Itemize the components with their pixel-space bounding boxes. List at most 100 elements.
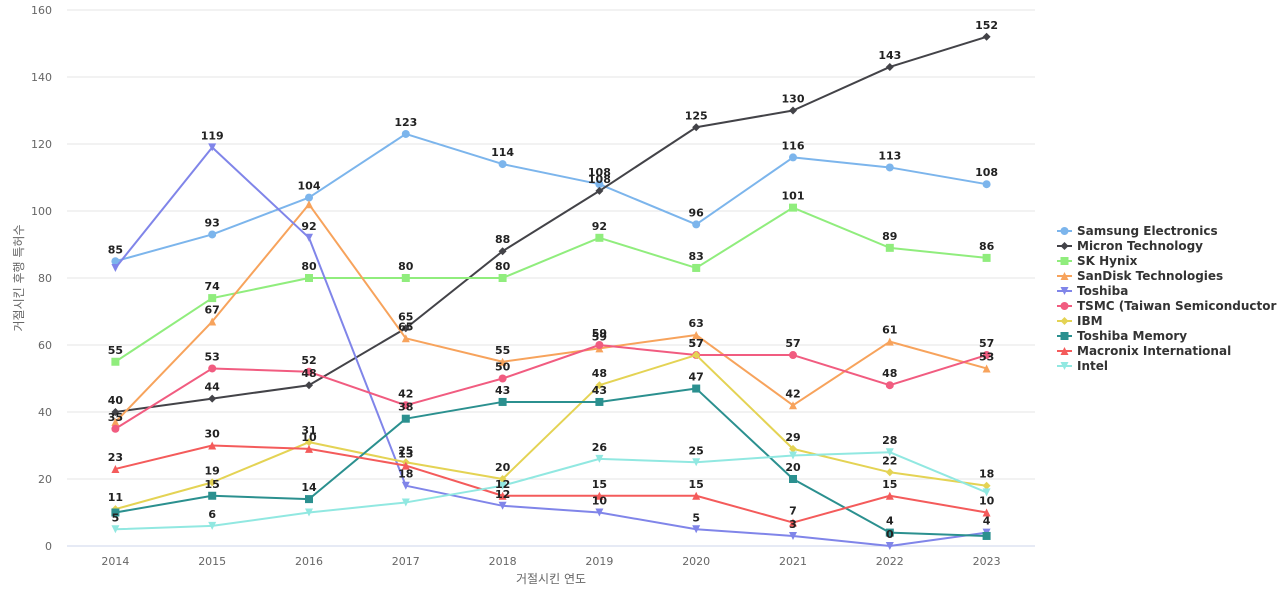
data-point[interactable] [885, 468, 894, 477]
data-point[interactable] [111, 257, 120, 266]
data-point[interactable] [111, 418, 120, 427]
data-point[interactable] [789, 451, 797, 460]
data-point[interactable] [692, 384, 701, 393]
legend-item[interactable]: Samsung Electronics [1057, 224, 1218, 238]
data-point[interactable] [498, 481, 507, 490]
data-point[interactable] [208, 478, 217, 487]
data-point[interactable] [885, 542, 894, 550]
data-point[interactable] [208, 317, 217, 326]
data-point[interactable] [401, 498, 410, 507]
data-point[interactable] [885, 491, 894, 500]
data-point[interactable] [498, 491, 507, 500]
data-point[interactable] [982, 253, 991, 262]
data-point[interactable] [885, 163, 894, 172]
legend-marker[interactable] [1060, 287, 1069, 295]
data-point[interactable] [595, 233, 604, 242]
data-point[interactable] [595, 508, 604, 517]
legend-marker[interactable] [1060, 317, 1069, 325]
legend-marker[interactable] [1060, 302, 1069, 310]
legend-item[interactable]: SK Hynix [1057, 254, 1138, 268]
data-point[interactable] [401, 129, 410, 138]
data-point[interactable] [885, 528, 894, 537]
data-point[interactable] [982, 351, 991, 360]
data-point[interactable] [208, 521, 217, 530]
legend-item[interactable]: IBM [1057, 314, 1103, 328]
data-point[interactable] [692, 330, 701, 339]
data-point[interactable] [789, 518, 797, 527]
data-point[interactable] [982, 481, 991, 490]
data-point[interactable] [692, 491, 701, 500]
data-point[interactable] [982, 531, 991, 540]
data-point[interactable] [982, 488, 991, 497]
data-point[interactable] [401, 414, 410, 423]
data-point[interactable] [305, 200, 313, 209]
data-point[interactable] [111, 357, 120, 366]
data-point[interactable] [208, 294, 217, 303]
legend-item[interactable]: Macronix International [1057, 344, 1231, 358]
legend-marker[interactable] [1060, 332, 1069, 340]
legend-marker[interactable] [1060, 362, 1069, 370]
data-point[interactable] [885, 448, 894, 457]
data-point[interactable] [498, 397, 507, 406]
data-point[interactable] [885, 381, 894, 390]
data-point[interactable] [111, 408, 120, 416]
data-point[interactable] [982, 364, 991, 373]
data-point[interactable] [789, 203, 797, 212]
legend-marker[interactable] [1060, 227, 1069, 235]
data-point[interactable] [208, 491, 217, 500]
data-point[interactable] [692, 123, 701, 132]
data-point[interactable] [208, 394, 217, 403]
data-point[interactable] [111, 263, 120, 272]
data-point[interactable] [692, 263, 701, 272]
data-point[interactable] [401, 461, 410, 470]
data-point[interactable] [595, 381, 604, 390]
data-point[interactable] [595, 180, 604, 189]
data-point[interactable] [595, 186, 604, 195]
legend-item[interactable]: Intel [1057, 359, 1108, 373]
data-point[interactable] [595, 397, 604, 406]
data-point[interactable] [885, 337, 894, 346]
data-point[interactable] [305, 193, 313, 202]
data-point[interactable] [305, 508, 313, 517]
legend-marker[interactable] [1060, 347, 1069, 355]
data-point[interactable] [401, 274, 410, 282]
data-point[interactable] [789, 401, 797, 410]
data-point[interactable] [595, 491, 604, 500]
data-point[interactable] [498, 160, 507, 169]
data-point[interactable] [305, 381, 313, 390]
data-point[interactable] [498, 374, 507, 383]
data-point[interactable] [789, 531, 797, 540]
data-point[interactable] [498, 357, 507, 366]
data-point[interactable] [595, 454, 604, 463]
data-point[interactable] [305, 274, 313, 282]
data-point[interactable] [595, 341, 604, 349]
data-point[interactable] [498, 501, 507, 510]
data-point[interactable] [498, 475, 507, 483]
data-point[interactable] [208, 230, 217, 239]
legend-item[interactable]: Toshiba [1057, 284, 1128, 298]
data-point[interactable] [305, 444, 313, 453]
data-point[interactable] [982, 32, 991, 41]
data-point[interactable] [982, 508, 991, 517]
data-point[interactable] [885, 243, 894, 252]
data-point[interactable] [692, 458, 701, 467]
data-point[interactable] [305, 233, 313, 242]
data-point[interactable] [208, 441, 217, 450]
data-point[interactable] [498, 274, 507, 282]
data-point[interactable] [111, 508, 120, 517]
data-point[interactable] [789, 351, 797, 360]
data-point[interactable] [692, 525, 701, 534]
legend-item[interactable]: SanDisk Technologies [1057, 269, 1223, 283]
data-point[interactable] [111, 525, 120, 534]
legend-marker[interactable] [1060, 242, 1069, 250]
data-point[interactable] [208, 143, 217, 152]
data-point[interactable] [789, 153, 797, 162]
legend-item[interactable]: Toshiba Memory [1057, 329, 1187, 343]
data-point[interactable] [789, 475, 797, 483]
data-point[interactable] [208, 364, 217, 373]
data-point[interactable] [305, 495, 313, 504]
data-point[interactable] [111, 424, 120, 433]
data-point[interactable] [692, 351, 701, 360]
data-point[interactable] [789, 444, 797, 453]
data-point[interactable] [401, 334, 410, 343]
